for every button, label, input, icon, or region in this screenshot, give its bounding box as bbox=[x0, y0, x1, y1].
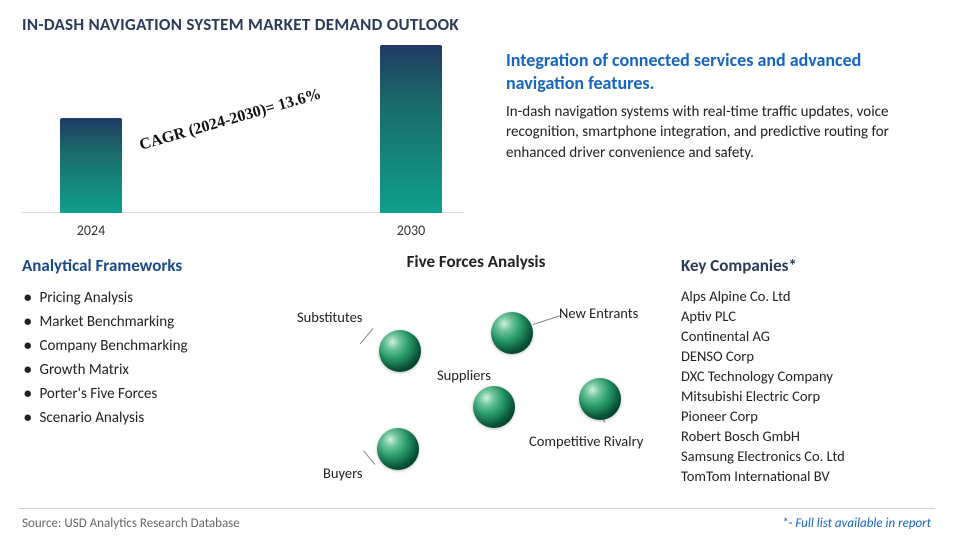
force-label-substitutes: Substitutes bbox=[297, 308, 362, 326]
force-label-competitive-rivalry: Competitive Rivalry bbox=[529, 432, 643, 450]
forces-heading: Five Forces Analysis bbox=[281, 251, 671, 272]
sphere-suppliers bbox=[473, 386, 515, 428]
bottom-row: Analytical Frameworks Pricing AnalysisMa… bbox=[0, 251, 953, 486]
force-label-new-entrants: New Entrants bbox=[559, 304, 638, 322]
sphere-substitutes bbox=[379, 330, 421, 372]
bar-chart: 2024 2030 CAGR (2024-2030)= 13.6% bbox=[22, 41, 482, 251]
cagr-annotation: CAGR (2024-2030)= 13.6% bbox=[138, 85, 324, 154]
footnote-text: *- Full list available in report bbox=[782, 516, 931, 531]
frameworks-item: Company Benchmarking bbox=[24, 334, 277, 358]
companies-column: Key Companies* Alps Alpine Co. LtdAptiv … bbox=[675, 251, 925, 486]
frameworks-item: Porter's Five Forces bbox=[24, 382, 277, 406]
bar-label-2030: 2030 bbox=[380, 222, 442, 239]
commentary-block: Integration of connected services and ad… bbox=[482, 41, 931, 251]
top-row: 2024 2030 CAGR (2024-2030)= 13.6% Integr… bbox=[0, 35, 953, 251]
frameworks-item: Pricing Analysis bbox=[24, 286, 277, 310]
commentary-heading: Integration of connected services and ad… bbox=[506, 49, 925, 94]
company-item: Aptiv PLC bbox=[681, 306, 925, 326]
company-item: Mitsubishi Electric Corp bbox=[681, 386, 925, 406]
companies-list: Alps Alpine Co. LtdAptiv PLCContinental … bbox=[681, 286, 925, 486]
companies-heading: Key Companies* bbox=[681, 255, 925, 276]
frameworks-item: Scenario Analysis bbox=[24, 406, 277, 430]
forces-canvas: Substitutes New Entrants Suppliers Competit… bbox=[281, 282, 671, 482]
company-item: Robert Bosch GmbH bbox=[681, 426, 925, 446]
company-item: Alps Alpine Co. Ltd bbox=[681, 286, 925, 306]
frameworks-column: Analytical Frameworks Pricing AnalysisMa… bbox=[22, 251, 277, 486]
bar-label-2024: 2024 bbox=[60, 222, 122, 239]
force-label-buyers: Buyers bbox=[323, 464, 363, 482]
five-forces-column: Five Forces Analysis Substitutes New Entr… bbox=[281, 251, 671, 481]
sphere-buyers bbox=[377, 428, 419, 470]
bar-2024 bbox=[60, 118, 122, 213]
force-label-suppliers: Suppliers bbox=[437, 366, 491, 384]
frameworks-item: Market Benchmarking bbox=[24, 310, 277, 334]
company-item: TomTom International BV bbox=[681, 466, 925, 486]
source-text: Source: USD Analytics Research Database bbox=[22, 516, 240, 531]
page-title: IN-DASH NAVIGATION SYSTEM MARKET DEMAND … bbox=[0, 0, 953, 35]
commentary-body: In-dash navigation systems with real-tim… bbox=[506, 102, 925, 163]
sphere-competitive-rivalry bbox=[579, 378, 621, 420]
company-item: Pioneer Corp bbox=[681, 406, 925, 426]
bottom-divider bbox=[18, 508, 935, 509]
frameworks-item: Growth Matrix bbox=[24, 358, 277, 382]
sphere-new-entrants bbox=[491, 312, 533, 354]
company-item: Continental AG bbox=[681, 326, 925, 346]
connector-new-entrants bbox=[533, 315, 560, 325]
company-item: Samsung Electronics Co. Ltd bbox=[681, 446, 925, 466]
frameworks-heading: Analytical Frameworks bbox=[22, 255, 277, 276]
frameworks-list: Pricing AnalysisMarket BenchmarkingCompa… bbox=[22, 286, 277, 430]
company-item: DXC Technology Company bbox=[681, 366, 925, 386]
connector-buyers bbox=[363, 450, 375, 464]
company-item: DENSO Corp bbox=[681, 346, 925, 366]
bar-2030 bbox=[380, 45, 442, 213]
connector-substitutes bbox=[360, 328, 374, 344]
